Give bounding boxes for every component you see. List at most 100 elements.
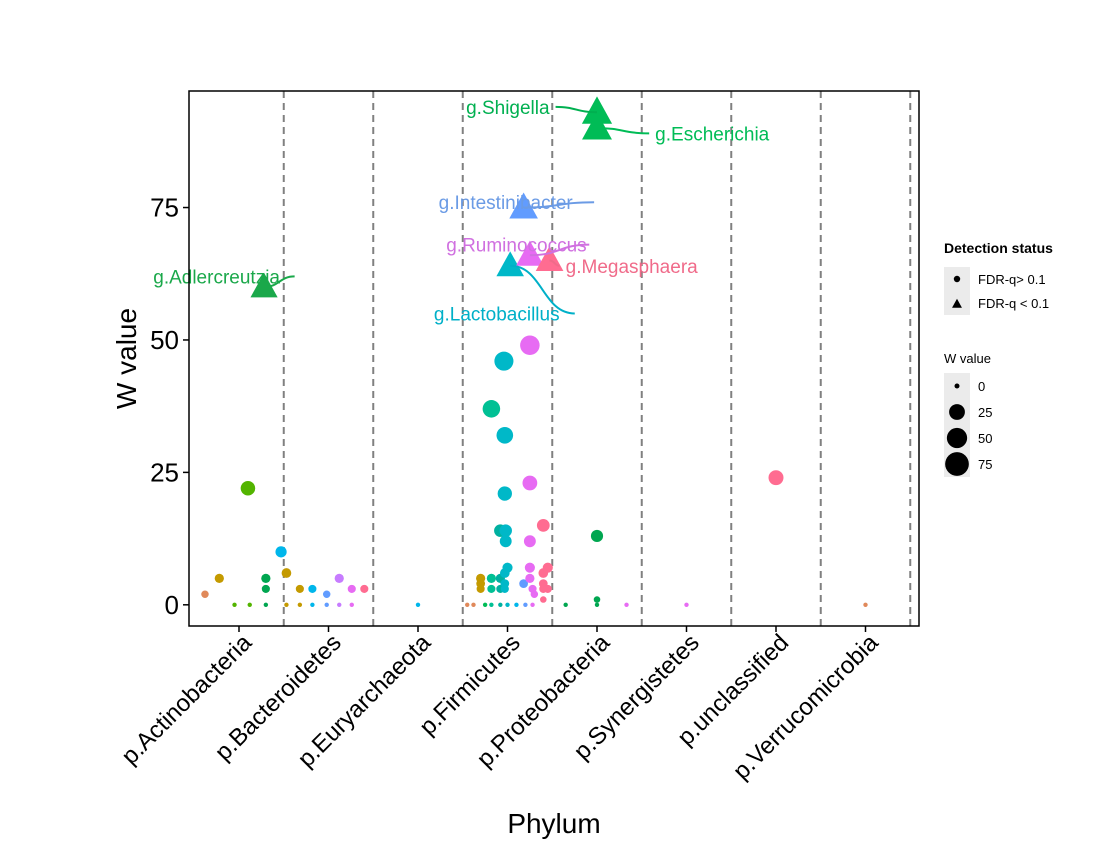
annotation-label: g.Lactobacillus — [434, 304, 560, 325]
data-point — [594, 602, 600, 608]
data-point — [261, 573, 271, 583]
data-point — [590, 529, 604, 543]
y-tick-label: 75 — [150, 193, 179, 223]
annotation-label: g.Adlercreutzia — [153, 267, 280, 288]
data-point — [337, 602, 342, 608]
data-point — [593, 596, 601, 603]
annotation-layer: g.Shigella g.Escherichia g.Intestinibacter… — [153, 98, 769, 326]
data-point — [487, 584, 496, 593]
annotation-label: g.Ruminococcus — [446, 236, 586, 257]
data-point — [525, 573, 535, 583]
data-point — [505, 602, 510, 608]
annotation-label: g.Shigella — [466, 98, 550, 119]
data-point — [247, 602, 252, 608]
annotation-leader — [523, 201, 595, 209]
data-point — [514, 602, 519, 608]
data-point — [496, 426, 514, 444]
annotation-leader — [596, 127, 650, 135]
annotation-leader — [529, 243, 590, 257]
annotation-label: g.Escherichia — [655, 124, 769, 145]
data-point — [486, 573, 497, 583]
x-axis-title: Phylum — [507, 808, 600, 839]
data-point-triangle — [509, 192, 538, 219]
y-tick-label: 0 — [165, 590, 179, 620]
data-point — [536, 518, 550, 532]
grid-layer — [282, 91, 912, 626]
data-point — [530, 602, 535, 608]
data-point — [519, 579, 528, 588]
data-point — [263, 602, 269, 608]
data-point — [334, 573, 344, 583]
data-point — [295, 584, 304, 593]
data-point — [284, 602, 289, 608]
data-point — [863, 602, 868, 608]
data-point-triangle — [515, 240, 544, 266]
data-point — [540, 596, 547, 603]
data-point — [324, 602, 329, 608]
annotation-leader — [549, 259, 560, 267]
data-point — [201, 590, 209, 598]
legend-key-size — [949, 404, 965, 420]
data-point — [499, 568, 510, 578]
legend-size-label: 25 — [978, 405, 992, 420]
data-point — [347, 584, 356, 593]
legend-key-circle — [953, 275, 961, 283]
data-point — [275, 546, 287, 558]
data-point — [476, 584, 485, 593]
data-point — [522, 475, 538, 491]
legend-key-triangle — [952, 298, 962, 308]
data-point — [308, 584, 317, 593]
data-point — [499, 524, 512, 537]
points-layer — [201, 96, 868, 608]
data-point — [261, 584, 270, 593]
data-point — [768, 470, 784, 486]
y-tick-label: 50 — [150, 325, 179, 355]
data-point — [281, 568, 292, 578]
data-point — [563, 602, 568, 608]
data-point — [524, 562, 535, 573]
legend-shape-title: Detection status — [944, 240, 1053, 256]
data-point — [310, 602, 315, 608]
data-point — [520, 335, 540, 356]
data-point-triangle — [250, 272, 278, 298]
data-point — [482, 602, 488, 608]
data-point — [523, 602, 528, 608]
legend-size-title: W value — [944, 351, 991, 366]
data-point — [497, 486, 512, 501]
plot-border — [188, 90, 920, 627]
data-point — [500, 584, 509, 593]
data-point-triangle — [581, 96, 613, 124]
y-axis-title: W value — [111, 308, 142, 409]
data-point — [624, 602, 629, 608]
data-point-triangle — [496, 251, 524, 277]
data-point — [349, 602, 354, 608]
annotation-leader — [510, 264, 575, 315]
legend-shape-label: FDR-q < 0.1 — [978, 296, 1049, 311]
data-point — [499, 535, 512, 548]
data-point — [543, 584, 552, 593]
data-point — [465, 602, 470, 608]
legend-key-size — [946, 427, 968, 449]
data-point — [360, 584, 369, 593]
data-point — [494, 351, 514, 371]
data-point — [322, 590, 331, 598]
legend-key-size — [954, 383, 960, 389]
data-point — [498, 602, 503, 608]
data-point — [542, 562, 553, 573]
annotation-leader — [555, 105, 598, 114]
data-point — [684, 602, 689, 608]
data-point — [530, 590, 539, 598]
annotation-label: g.Megasphaera — [566, 257, 698, 278]
legend-key-size — [945, 452, 969, 476]
data-point — [415, 602, 421, 608]
data-point — [214, 573, 224, 583]
data-point — [240, 481, 256, 496]
data-point — [482, 400, 501, 418]
legend-size-label: 0 — [978, 379, 985, 394]
data-point — [297, 602, 303, 608]
legend-size-label: 50 — [978, 431, 992, 446]
data-point — [232, 602, 237, 608]
data-point-triangle — [582, 112, 612, 140]
y-tick-label: 25 — [150, 457, 179, 487]
